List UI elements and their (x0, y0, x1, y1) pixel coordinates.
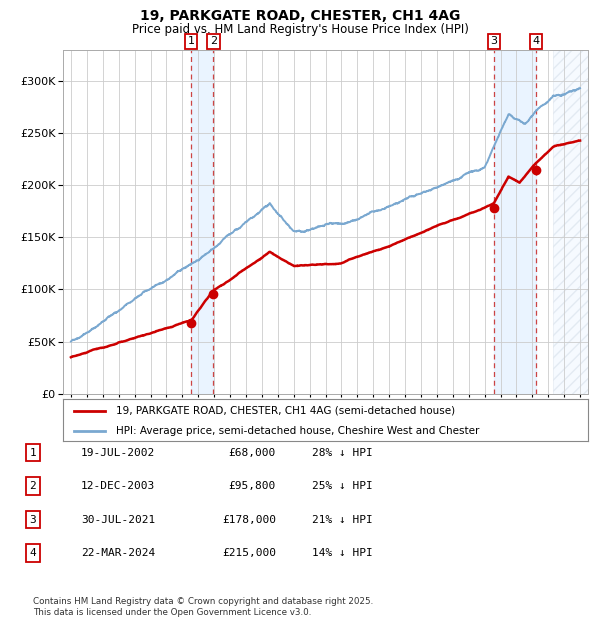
Text: 30-JUL-2021: 30-JUL-2021 (81, 515, 155, 525)
Text: 14% ↓ HPI: 14% ↓ HPI (312, 548, 373, 558)
Text: 1: 1 (29, 448, 37, 458)
Text: 21% ↓ HPI: 21% ↓ HPI (312, 515, 373, 525)
Text: £95,800: £95,800 (229, 481, 276, 491)
Text: 12-DEC-2003: 12-DEC-2003 (81, 481, 155, 491)
Text: 25% ↓ HPI: 25% ↓ HPI (312, 481, 373, 491)
Text: 19, PARKGATE ROAD, CHESTER, CH1 4AG (semi-detached house): 19, PARKGATE ROAD, CHESTER, CH1 4AG (sem… (115, 405, 455, 415)
Bar (494, 50, 536, 394)
Text: 3: 3 (29, 515, 37, 525)
Text: HPI: Average price, semi-detached house, Cheshire West and Chester: HPI: Average price, semi-detached house,… (115, 426, 479, 436)
Text: 22-MAR-2024: 22-MAR-2024 (81, 548, 155, 558)
Text: 4: 4 (29, 548, 37, 558)
Text: 28% ↓ HPI: 28% ↓ HPI (312, 448, 373, 458)
Text: Price paid vs. HM Land Registry's House Price Index (HPI): Price paid vs. HM Land Registry's House … (131, 23, 469, 36)
Text: £178,000: £178,000 (222, 515, 276, 525)
Text: 19-JUL-2002: 19-JUL-2002 (81, 448, 155, 458)
Text: 19, PARKGATE ROAD, CHESTER, CH1 4AG: 19, PARKGATE ROAD, CHESTER, CH1 4AG (140, 9, 460, 24)
Text: 4: 4 (532, 37, 539, 46)
Text: £215,000: £215,000 (222, 548, 276, 558)
Text: 3: 3 (490, 37, 497, 46)
Text: 2: 2 (210, 37, 217, 46)
Text: 1: 1 (187, 37, 194, 46)
Text: £68,000: £68,000 (229, 448, 276, 458)
Bar (553, 50, 588, 394)
Text: 2: 2 (29, 481, 37, 491)
Bar (191, 50, 214, 394)
Text: Contains HM Land Registry data © Crown copyright and database right 2025.
This d: Contains HM Land Registry data © Crown c… (33, 598, 373, 617)
